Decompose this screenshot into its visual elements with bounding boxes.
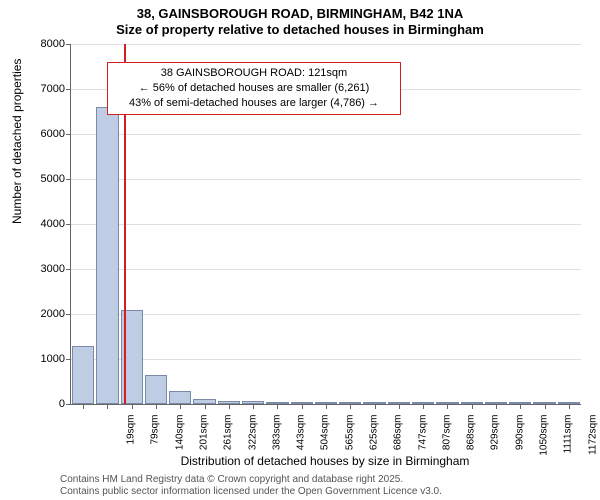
y-tick-label: 7000 — [5, 83, 65, 95]
y-tick-mark — [66, 359, 71, 360]
y-tick-mark — [66, 314, 71, 315]
x-tick-mark — [447, 404, 448, 409]
footer-copyright-2: Contains public sector information licen… — [60, 486, 442, 497]
y-tick-mark — [66, 179, 71, 180]
x-tick-mark — [83, 404, 84, 409]
x-tick-mark — [302, 404, 303, 409]
x-tick-mark — [520, 404, 521, 409]
annotation-line: 43% of semi-detached houses are larger (… — [114, 96, 394, 111]
histogram-bar — [72, 346, 94, 405]
x-tick-mark — [156, 404, 157, 409]
x-tick-mark — [326, 404, 327, 409]
y-tick-label: 8000 — [5, 38, 65, 50]
x-tick-mark — [350, 404, 351, 409]
footer-copyright-1: Contains HM Land Registry data © Crown c… — [60, 474, 403, 485]
x-tick-mark — [545, 404, 546, 409]
x-tick-mark — [205, 404, 206, 409]
gridline — [71, 314, 581, 315]
y-tick-mark — [66, 44, 71, 45]
histogram-bar — [96, 107, 118, 404]
y-tick-mark — [66, 269, 71, 270]
histogram-bar — [169, 391, 191, 405]
x-tick-mark — [229, 404, 230, 409]
x-tick-mark — [277, 404, 278, 409]
gridline — [71, 359, 581, 360]
x-tick-mark — [496, 404, 497, 409]
x-axis-label: Distribution of detached houses by size … — [70, 454, 580, 468]
y-tick-mark — [66, 89, 71, 90]
histogram-bar — [145, 375, 167, 404]
x-tick-mark — [423, 404, 424, 409]
x-tick-mark — [472, 404, 473, 409]
y-tick-mark — [66, 134, 71, 135]
x-tick-mark — [399, 404, 400, 409]
y-tick-label: 4000 — [5, 218, 65, 230]
histogram-chart: 38, GAINSBOROUGH ROAD, BIRMINGHAM, B42 1… — [0, 0, 600, 500]
y-tick-mark — [66, 404, 71, 405]
y-tick-label: 5000 — [5, 173, 65, 185]
x-tick-mark — [569, 404, 570, 409]
x-tick-mark — [375, 404, 376, 409]
x-tick-mark — [132, 404, 133, 409]
plot-area: 19sqm79sqm140sqm201sqm261sqm322sqm383sqm… — [70, 44, 581, 405]
x-tick-mark — [180, 404, 181, 409]
gridline — [71, 134, 581, 135]
annotation-line: 38 GAINSBOROUGH ROAD: 121sqm — [114, 66, 394, 81]
annotation-box: 38 GAINSBOROUGH ROAD: 121sqm← 56% of det… — [107, 62, 401, 115]
y-tick-label: 3000 — [5, 263, 65, 275]
y-tick-label: 0 — [5, 398, 65, 410]
x-tick-mark — [253, 404, 254, 409]
gridline — [71, 224, 581, 225]
chart-title-sub: Size of property relative to detached ho… — [0, 22, 600, 37]
x-tick-label: 1172sqm — [587, 415, 598, 465]
gridline — [71, 179, 581, 180]
chart-title-main: 38, GAINSBOROUGH ROAD, BIRMINGHAM, B42 1… — [0, 6, 600, 21]
y-tick-label: 1000 — [5, 353, 65, 365]
gridline — [71, 44, 581, 45]
y-tick-mark — [66, 224, 71, 225]
x-tick-mark — [107, 404, 108, 409]
y-tick-label: 6000 — [5, 128, 65, 140]
y-tick-label: 2000 — [5, 308, 65, 320]
annotation-line: ← 56% of detached houses are smaller (6,… — [114, 81, 394, 96]
gridline — [71, 269, 581, 270]
